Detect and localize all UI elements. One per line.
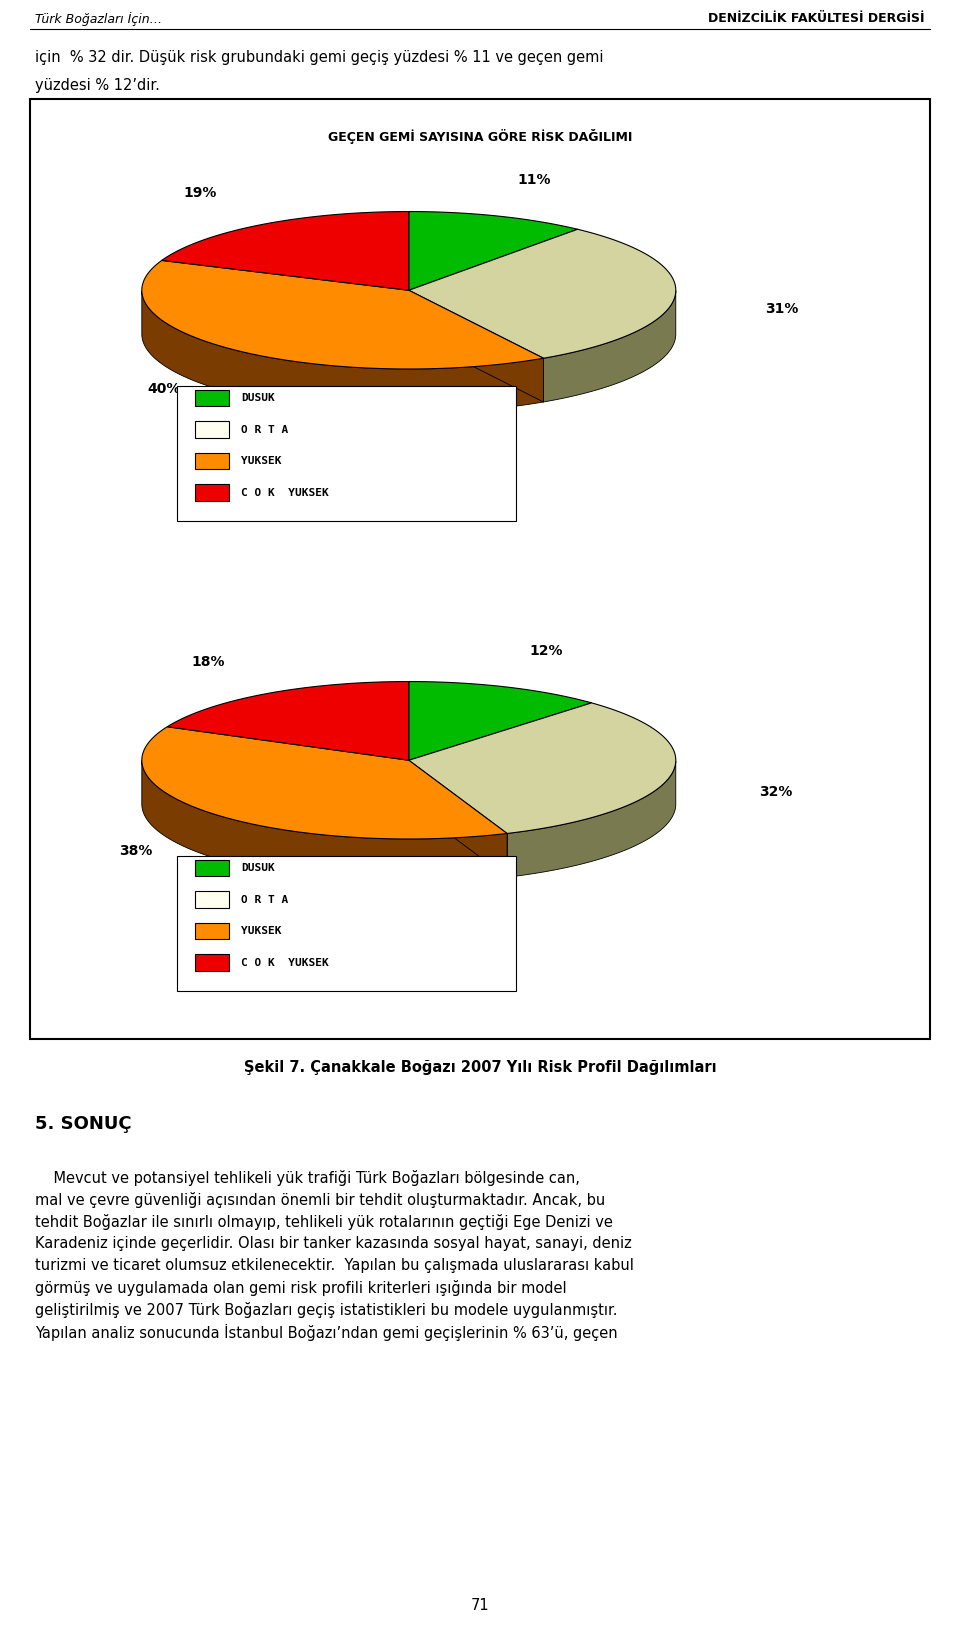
Polygon shape [409, 682, 591, 761]
Text: görmüş ve uygulamada olan gemi risk profili kriterleri ışığında bir model: görmüş ve uygulamada olan gemi risk prof… [35, 1279, 566, 1296]
Polygon shape [409, 290, 543, 403]
Text: O R T A: O R T A [242, 894, 289, 904]
Text: DENİZCİLİK FAKÜLTESİ DERGİSİ: DENİZCİLİK FAKÜLTESİ DERGİSİ [708, 11, 925, 24]
Text: 32%: 32% [759, 785, 793, 798]
Bar [195, 860, 229, 876]
Text: geliştirilmiş ve 2007 Türk Boğazları geçiş istatistikleri bu modele uygulanmıştı: geliştirilmiş ve 2007 Türk Boğazları geç… [35, 1301, 617, 1317]
Text: DUSUK: DUSUK [242, 393, 276, 403]
Polygon shape [142, 761, 507, 883]
Polygon shape [409, 703, 676, 834]
Text: Karadeniz içinde geçerlidir. Olası bir tanker kazasında sosyal hayat, sanayi, de: Karadeniz içinde geçerlidir. Olası bir t… [35, 1235, 632, 1250]
Bar [195, 485, 229, 501]
Text: C O K  YUKSEK: C O K YUKSEK [242, 958, 329, 968]
Bar [195, 421, 229, 439]
Text: 19%: 19% [183, 186, 217, 201]
Text: 38%: 38% [120, 844, 153, 857]
Text: 12%: 12% [530, 645, 564, 658]
Text: 71: 71 [470, 1598, 490, 1612]
Bar [178, 387, 516, 522]
Text: 18%: 18% [192, 654, 226, 667]
Polygon shape [161, 212, 409, 290]
Bar [178, 857, 516, 992]
Text: YUKSEK: YUKSEK [242, 455, 282, 467]
Text: Türk Boğazları İçin…: Türk Boğazları İçin… [35, 11, 162, 26]
Text: YUKSEK: YUKSEK [242, 925, 282, 935]
Polygon shape [409, 212, 578, 290]
Polygon shape [409, 230, 676, 359]
Bar [195, 390, 229, 406]
Text: Mevcut ve potansiyel tehlikeli yük trafiği Türk Boğazları bölgesinde can,: Mevcut ve potansiyel tehlikeli yük trafi… [35, 1169, 580, 1185]
Text: 31%: 31% [765, 302, 798, 317]
Bar [195, 891, 229, 907]
Text: 5. SONUÇ: 5. SONUÇ [35, 1115, 132, 1133]
Polygon shape [167, 682, 409, 761]
Text: C O K  YUKSEK: C O K YUKSEK [242, 488, 329, 498]
Text: tehdit Boğazlar ile sınırlı olmayıp, tehlikeli yük rotalarının geçtiği Ege Deniz: tehdit Boğazlar ile sınırlı olmayıp, teh… [35, 1213, 612, 1229]
Text: GEÇEN GEMİ SAYISINA GÖRE RİSK DAĞILIMI: GEÇEN GEMİ SAYISINA GÖRE RİSK DAĞILIMI [327, 129, 633, 144]
Text: 11%: 11% [517, 173, 551, 188]
Text: mal ve çevre güvenliği açısından önemli bir tehdit oluşturmaktadır. Ancak, bu: mal ve çevre güvenliği açısından önemli … [35, 1191, 605, 1208]
Polygon shape [507, 762, 676, 878]
Polygon shape [142, 292, 543, 413]
Polygon shape [543, 292, 676, 403]
Text: Şekil 7. Çanakkale Boğazı 2007 Yılı Risk Profil Dağılımları: Şekil 7. Çanakkale Boğazı 2007 Yılı Risk… [244, 1059, 716, 1074]
Text: turizmi ve ticaret olumsuz etkilenecektir.  Yapılan bu çalışmada uluslararası ka: turizmi ve ticaret olumsuz etkilenecekti… [35, 1257, 634, 1273]
Polygon shape [142, 728, 507, 839]
Bar [195, 454, 229, 470]
Polygon shape [409, 761, 507, 878]
Polygon shape [409, 761, 507, 878]
Polygon shape [409, 290, 543, 403]
Text: O R T A: O R T A [242, 424, 289, 434]
Text: için  % 32 dir. Düşük risk grubundaki gemi geçiş yüzdesi % 11 ve geçen gemi: için % 32 dir. Düşük risk grubundaki gem… [35, 51, 604, 65]
Bar [195, 955, 229, 971]
Bar [30, 100, 930, 1040]
Text: DUSUK: DUSUK [242, 863, 276, 873]
Polygon shape [142, 261, 543, 370]
Text: 40%: 40% [147, 382, 180, 397]
Text: yüzdesi % 12’dir.: yüzdesi % 12’dir. [35, 78, 160, 93]
Bar [195, 924, 229, 940]
Text: Yapılan analiz sonucunda İstanbul Boğazı’ndan gemi geçişlerinin % 63’ü, geçen: Yapılan analiz sonucunda İstanbul Boğazı… [35, 1324, 617, 1340]
